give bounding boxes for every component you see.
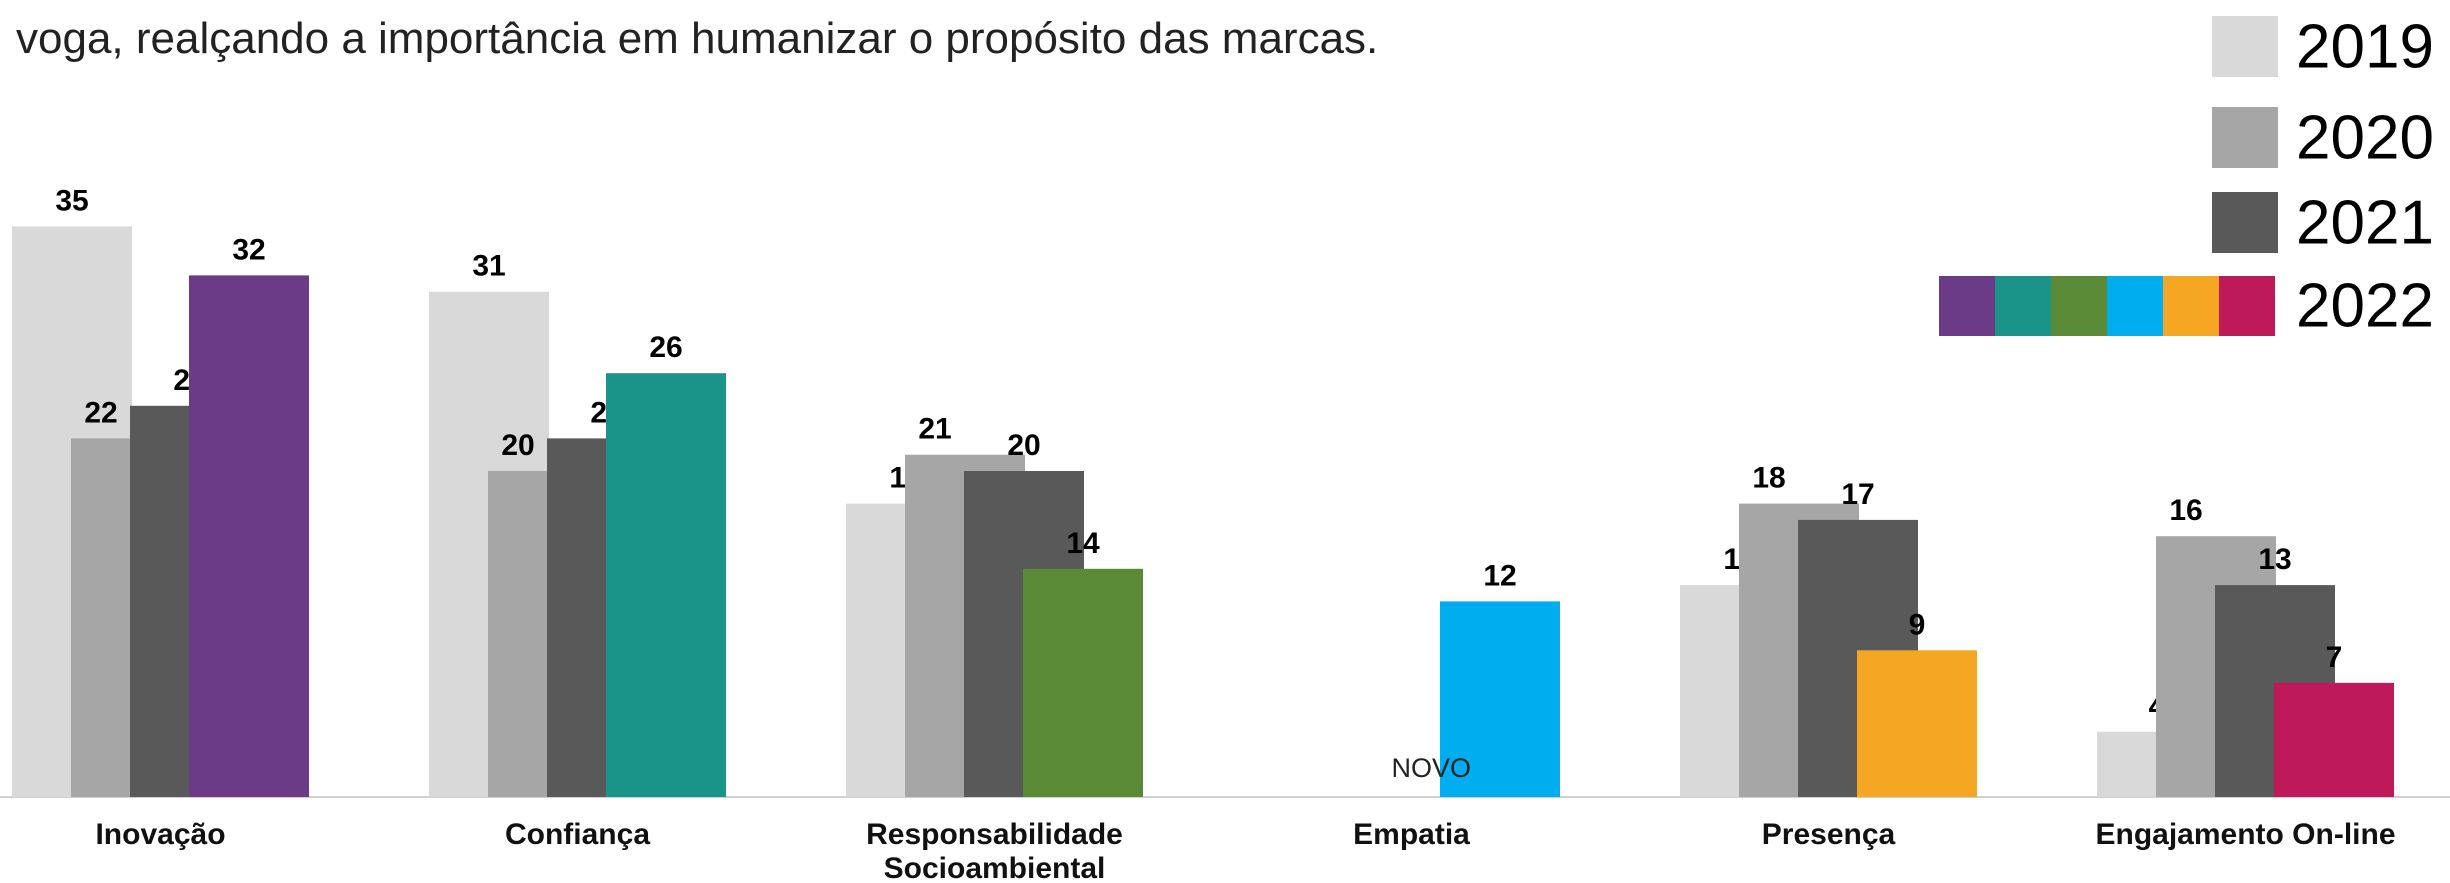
x-tick-label: Presença (1761, 818, 1896, 851)
value-label: 31 (472, 250, 505, 283)
x-tick-label: Responsabilidade Socioambiental (866, 818, 1123, 883)
legend-swatch (2163, 276, 2219, 336)
bar (1023, 568, 1143, 797)
bar (189, 275, 309, 797)
x-tick-label: Confiança (504, 818, 651, 851)
bar (2274, 682, 2394, 797)
x-tick-label: Engajamento On-line (2095, 818, 2396, 851)
subtitle: voga, realçando a importância em humaniz… (16, 14, 1379, 63)
bar (1440, 601, 1560, 797)
value-label: 22 (84, 396, 117, 429)
value-label: 20 (501, 429, 534, 462)
value-label: 9 (1909, 608, 1926, 641)
bar (606, 373, 726, 797)
legend-label: 2019 (2296, 12, 2434, 81)
legend-label: 2022 (2296, 271, 2434, 340)
legend-swatch (2051, 276, 2107, 336)
legend-swatch (1939, 276, 1995, 336)
bar (1857, 650, 1977, 797)
value-label: 35 (55, 185, 88, 218)
x-tick-label: Inovação (95, 818, 226, 851)
value-label: 18 (1752, 462, 1785, 495)
x-tick-label: Empatia (1353, 818, 1470, 851)
legend-swatch (2107, 276, 2163, 336)
legend-swatch (2219, 276, 2275, 336)
value-label: 7 (2326, 641, 2343, 674)
legend-swatch (2212, 107, 2278, 168)
value-label: 17 (1841, 478, 1874, 511)
annotation: NOVO (1391, 753, 1471, 783)
legend-label: 2020 (2296, 103, 2434, 172)
value-label: 21 (918, 413, 951, 446)
legend-swatch (2212, 16, 2278, 77)
value-label: 12 (1483, 559, 1516, 592)
value-label: 13 (2258, 543, 2291, 576)
legend-swatch (1995, 276, 2051, 336)
value-label: 20 (1007, 429, 1040, 462)
value-label: 14 (1066, 527, 1100, 560)
legend-label: 2021 (2296, 188, 2434, 257)
legend-swatch (2212, 192, 2278, 253)
value-label: 16 (2169, 494, 2202, 527)
value-label: 32 (232, 233, 265, 266)
value-label: 26 (649, 331, 682, 364)
